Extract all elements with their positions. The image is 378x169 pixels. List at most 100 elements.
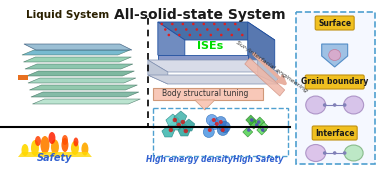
Polygon shape xyxy=(248,22,275,68)
Ellipse shape xyxy=(48,132,56,144)
Ellipse shape xyxy=(206,115,217,126)
Circle shape xyxy=(219,120,223,124)
Text: Surface: Surface xyxy=(318,18,351,28)
Ellipse shape xyxy=(329,50,341,61)
Circle shape xyxy=(241,34,243,36)
Polygon shape xyxy=(243,127,253,137)
Polygon shape xyxy=(158,22,185,70)
Ellipse shape xyxy=(62,138,68,152)
FancyBboxPatch shape xyxy=(305,75,364,89)
Ellipse shape xyxy=(306,96,326,114)
Circle shape xyxy=(195,28,198,31)
Circle shape xyxy=(323,151,327,155)
FancyBboxPatch shape xyxy=(296,12,375,164)
Text: Sur-/interfacial engineering: Sur-/interfacial engineering xyxy=(235,40,308,94)
Ellipse shape xyxy=(203,127,214,138)
Ellipse shape xyxy=(344,96,364,114)
Circle shape xyxy=(323,103,327,107)
Polygon shape xyxy=(170,118,183,130)
Polygon shape xyxy=(162,125,175,137)
Circle shape xyxy=(212,118,216,122)
Text: Liquid System: Liquid System xyxy=(26,10,110,20)
Ellipse shape xyxy=(306,144,326,162)
Polygon shape xyxy=(26,71,134,76)
Circle shape xyxy=(343,151,347,155)
Text: Interface: Interface xyxy=(315,128,355,138)
FancyBboxPatch shape xyxy=(312,126,357,140)
Circle shape xyxy=(173,118,177,122)
Circle shape xyxy=(227,28,229,31)
Circle shape xyxy=(234,23,237,25)
Ellipse shape xyxy=(22,144,28,156)
Circle shape xyxy=(167,34,170,36)
Ellipse shape xyxy=(51,139,59,154)
Polygon shape xyxy=(31,92,139,97)
Polygon shape xyxy=(158,22,275,40)
Text: All-solid-state System: All-solid-state System xyxy=(114,8,286,22)
Circle shape xyxy=(206,28,209,31)
Polygon shape xyxy=(29,85,137,90)
Circle shape xyxy=(221,128,225,132)
Polygon shape xyxy=(166,114,179,126)
Circle shape xyxy=(185,28,187,31)
Circle shape xyxy=(247,128,251,132)
Polygon shape xyxy=(258,60,278,84)
Ellipse shape xyxy=(81,142,88,155)
Circle shape xyxy=(181,23,184,25)
Polygon shape xyxy=(148,60,168,84)
Polygon shape xyxy=(23,57,132,62)
Polygon shape xyxy=(18,152,92,157)
Polygon shape xyxy=(246,115,256,125)
Circle shape xyxy=(203,23,205,25)
Circle shape xyxy=(333,151,336,155)
Polygon shape xyxy=(178,124,191,136)
Text: Grain boundary: Grain boundary xyxy=(301,78,369,87)
FancyBboxPatch shape xyxy=(315,16,354,30)
Ellipse shape xyxy=(35,136,41,146)
Circle shape xyxy=(333,103,336,107)
Circle shape xyxy=(215,122,219,126)
Polygon shape xyxy=(182,119,195,131)
Circle shape xyxy=(169,128,173,132)
Ellipse shape xyxy=(217,125,228,136)
Polygon shape xyxy=(257,125,267,135)
Ellipse shape xyxy=(40,136,50,154)
Polygon shape xyxy=(249,119,259,129)
Polygon shape xyxy=(24,44,132,50)
Polygon shape xyxy=(18,75,28,80)
Circle shape xyxy=(255,123,259,127)
Text: Body structural tuning: Body structural tuning xyxy=(162,90,248,99)
Ellipse shape xyxy=(209,118,220,129)
Circle shape xyxy=(261,128,265,132)
Ellipse shape xyxy=(73,138,78,147)
Circle shape xyxy=(343,103,347,107)
Polygon shape xyxy=(322,44,348,67)
Circle shape xyxy=(213,23,215,25)
Polygon shape xyxy=(195,100,215,110)
Polygon shape xyxy=(33,99,140,104)
Circle shape xyxy=(178,34,181,36)
Ellipse shape xyxy=(62,135,68,145)
Polygon shape xyxy=(259,122,269,132)
Circle shape xyxy=(237,28,240,31)
Circle shape xyxy=(220,34,223,36)
Text: ISEs: ISEs xyxy=(197,41,223,51)
Polygon shape xyxy=(28,78,136,83)
Circle shape xyxy=(161,23,163,25)
Circle shape xyxy=(184,129,188,133)
Circle shape xyxy=(208,128,212,132)
Text: High energy density: High energy density xyxy=(146,154,233,163)
Circle shape xyxy=(223,23,226,25)
Circle shape xyxy=(164,28,167,31)
Circle shape xyxy=(175,28,177,31)
Ellipse shape xyxy=(31,140,39,156)
Circle shape xyxy=(192,23,195,25)
Polygon shape xyxy=(245,58,285,96)
Circle shape xyxy=(189,34,191,36)
Circle shape xyxy=(217,28,219,31)
Ellipse shape xyxy=(344,145,363,161)
Text: High Safety: High Safety xyxy=(232,154,283,163)
Polygon shape xyxy=(25,64,133,69)
Polygon shape xyxy=(153,88,263,100)
Circle shape xyxy=(181,120,185,124)
